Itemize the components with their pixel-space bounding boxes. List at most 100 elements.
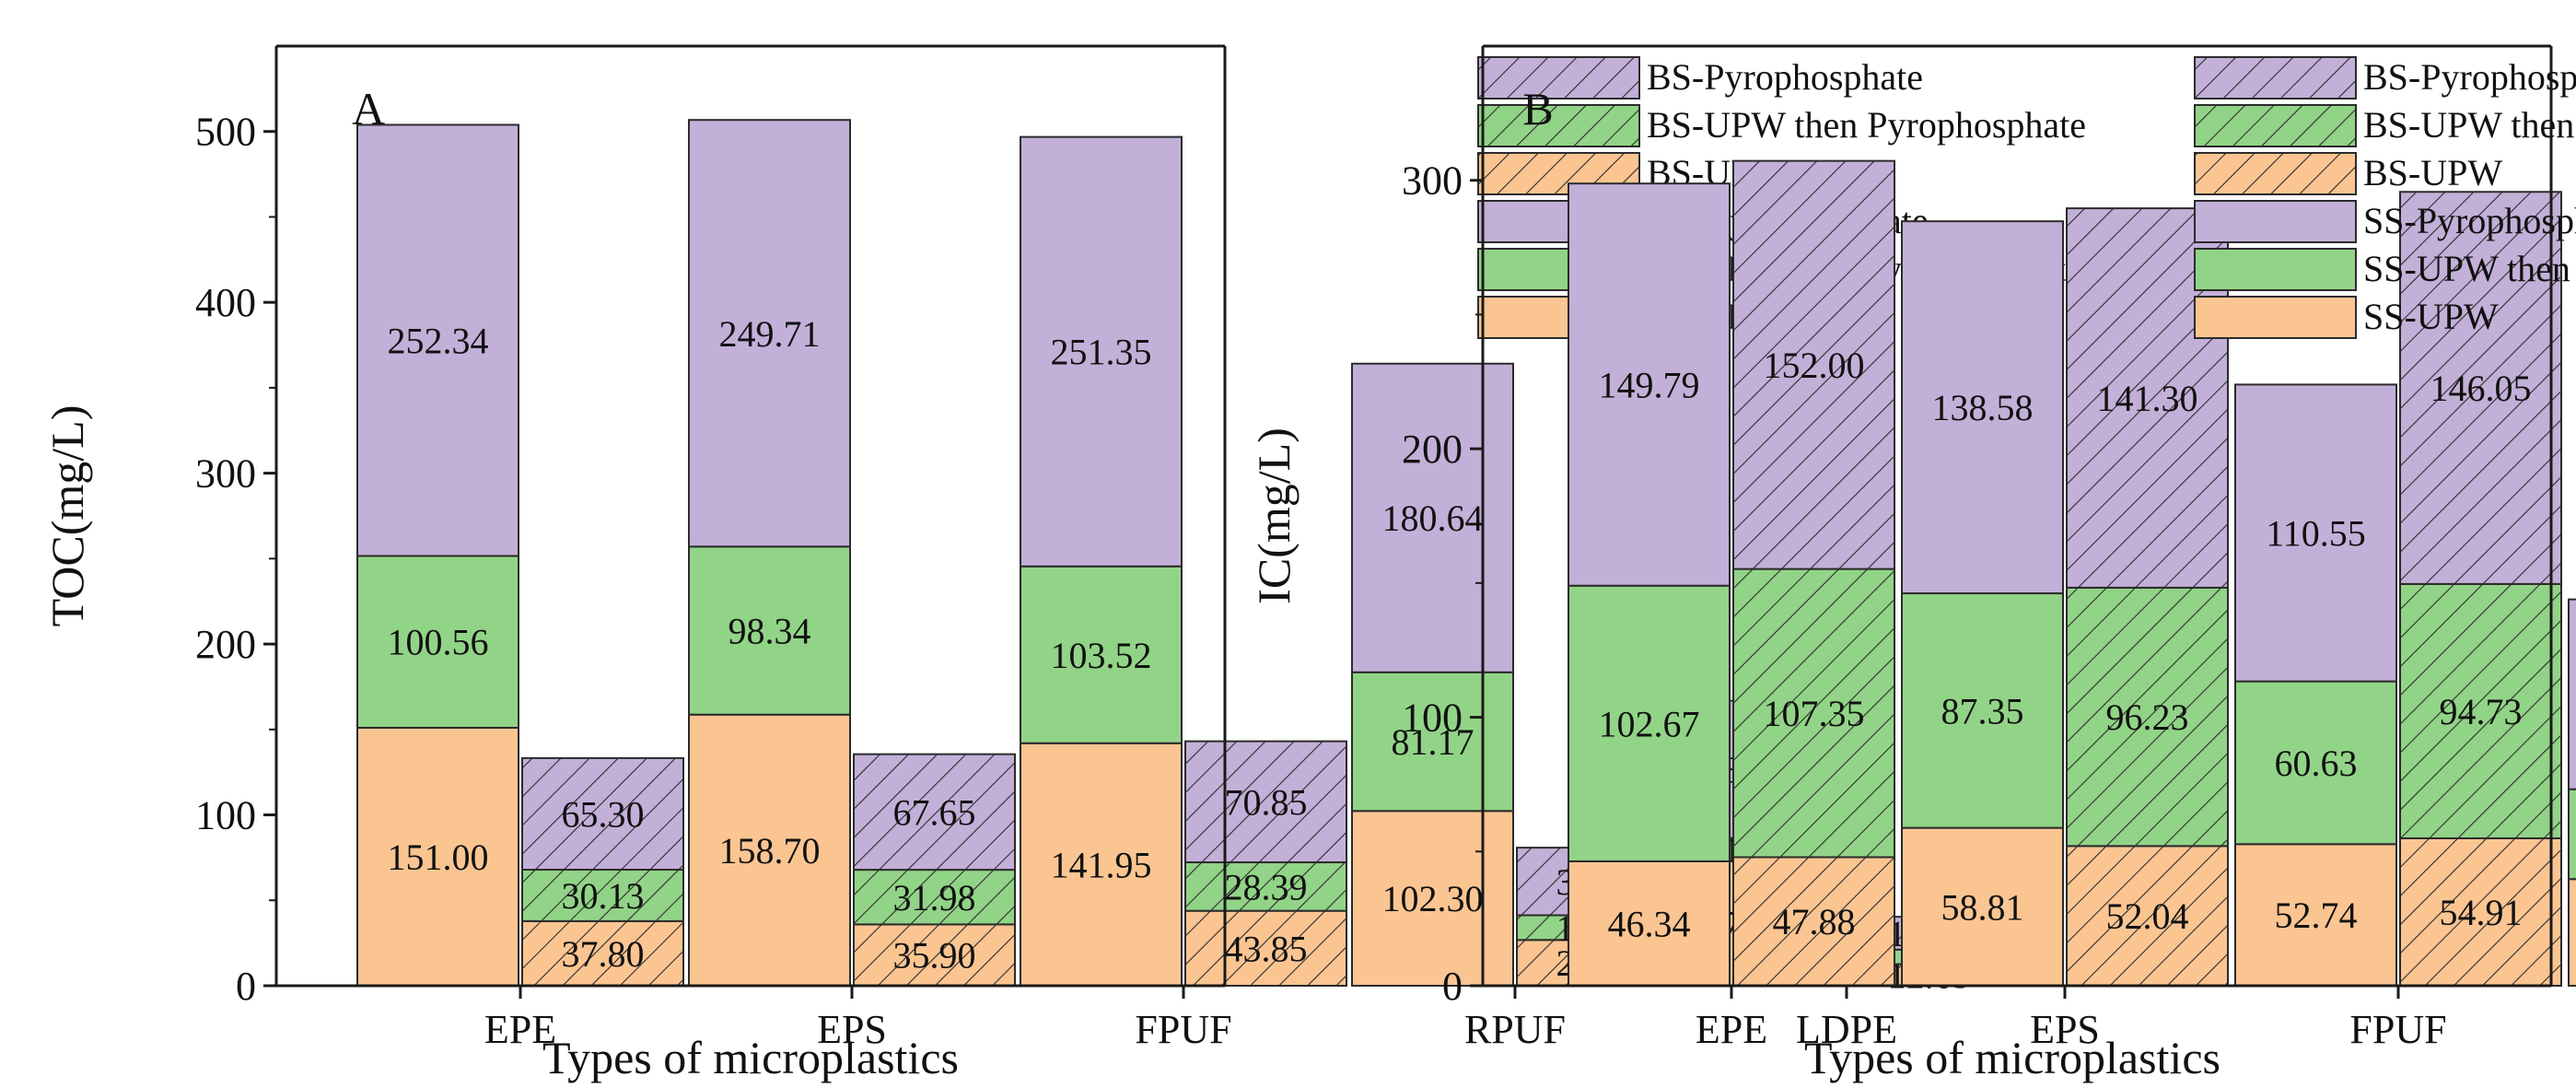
- bar-hatch-bs-bs-upw-then-pyrophosphate-fpuf: [1185, 862, 1346, 911]
- data-label: 37.80: [562, 933, 645, 975]
- data-label: 102.30: [1382, 878, 1484, 919]
- bar-segment-ss-ss-upw-then-pyrophosphate-rpuf: [1351, 671, 1514, 813]
- legend-swatch: [2194, 296, 2357, 339]
- data-label: 47.88: [1773, 901, 1856, 942]
- bar-segment-ss-ss-pyrophosphate-rpuf: [2568, 598, 2576, 790]
- data-label: 249.71: [719, 313, 821, 355]
- data-label: 141.30: [2097, 378, 2198, 419]
- y-tick-label: 0: [236, 964, 256, 1009]
- bar-segment-ss-ss-pyrophosphate-epe: [1568, 182, 1731, 587]
- legend-label: BS-Pyrophosphate: [2363, 56, 2576, 98]
- bar-hatch-bs-bs-upw-epe: [522, 920, 683, 986]
- bar-segment-ss-ss-upw-eps: [688, 713, 851, 988]
- y-tick-label: 0: [1442, 964, 1463, 1009]
- legend-label: BS-UPW then Pyrophosphate: [2363, 104, 2576, 146]
- bar-segment-ss-ss-upw-rpuf: [1351, 810, 1514, 988]
- data-label: 67.65: [893, 791, 976, 833]
- bar-segment-ss-ss-upw-fpuf: [2234, 843, 2397, 988]
- bar-segment-ss-ss-pyrophosphate-epe: [356, 123, 519, 557]
- x-axis-title: Types of microplastics: [1804, 1032, 2220, 1083]
- y-tick-label: 500: [195, 110, 256, 155]
- panel-letter: B: [1522, 83, 1553, 135]
- bar-hatch-bs-bs-upw-eps: [2067, 846, 2228, 986]
- x-axis-title: Types of microplastics: [542, 1032, 959, 1083]
- bar-hatch-bs-bs-upw-then-pyrophosphate-fpuf: [2400, 583, 2561, 838]
- x-tick-label-ldpe: LDPE: [1796, 1007, 1897, 1052]
- data-label: 100.56: [388, 622, 489, 663]
- data-label: 87.35: [1941, 690, 2024, 731]
- data-label: 60.63: [2275, 743, 2358, 784]
- bar-hatch-bs-bs-pyrophosphate-fpuf: [1185, 741, 1346, 863]
- data-label: 52.74: [2275, 895, 2358, 936]
- y-tick-label: 200: [1402, 427, 1463, 472]
- data-label: 102.67: [1599, 703, 1700, 744]
- data-label: 251.35: [1051, 332, 1152, 373]
- legend-label: BS-Pyrophosphate: [1647, 56, 1923, 98]
- data-label: 70.85: [1225, 781, 1308, 823]
- data-label: 96.23: [2106, 696, 2189, 738]
- data-label: 94.73: [2440, 691, 2523, 732]
- bar-segment-ss-ss-upw-then-pyrophosphate-epe: [1568, 584, 1731, 862]
- bar-segment-ss-ss-pyrophosphate-eps: [1901, 220, 2064, 595]
- bar-hatch-bs-bs-upw-then-pyrophosphate-epe: [1733, 568, 1894, 858]
- data-label: 31.98: [893, 877, 976, 918]
- data-label: 43.85: [1225, 928, 1308, 969]
- data-label: 152.00: [1764, 345, 1865, 386]
- data-label: 28.39: [1225, 866, 1308, 907]
- legend-swatch-hatch: [2195, 57, 2356, 99]
- legend-swatch-hatch: [2195, 105, 2356, 146]
- legend-label: SS-Pyrophosphate: [2363, 200, 2576, 241]
- legend-swatch-hatch: [1478, 57, 1639, 99]
- y-tick-label: 100: [195, 793, 256, 838]
- y-tick-label: 100: [1402, 696, 1463, 741]
- legend-swatch: [2194, 248, 2357, 291]
- data-label: 58.81: [1941, 886, 2024, 928]
- legend-swatch-hatch: [2195, 153, 2356, 194]
- legend-label: SS-UPW then Pyrophosphate: [2363, 248, 2576, 289]
- data-label: 98.34: [729, 610, 811, 651]
- bar-segment-ss-ss-upw-then-pyrophosphate-fpuf: [2234, 680, 2397, 846]
- data-label: 35.90: [893, 935, 976, 977]
- bar-segment-ss-ss-pyrophosphate-rpuf: [1351, 362, 1514, 673]
- data-label: 252.34: [388, 320, 489, 361]
- x-tick-label-fpuf: FPUF: [1135, 1007, 1231, 1052]
- bar-hatch-bs-bs-upw-epe: [1733, 857, 1894, 986]
- y-axis-title: TOC(mg/L): [41, 405, 93, 627]
- legend-swatch: [2194, 200, 2357, 243]
- bar-segment-ss-ss-upw-then-pyrophosphate-eps: [1901, 592, 2064, 829]
- bar-hatch-bs-bs-pyrophosphate-eps: [854, 754, 1015, 871]
- bar-segment-ss-ss-pyrophosphate-eps: [688, 119, 851, 548]
- x-tick-label-epe: EPE: [1696, 1007, 1767, 1052]
- legend-swatch-hatch: [1478, 105, 1639, 146]
- bar-hatch-bs-bs-pyrophosphate-epe: [522, 757, 683, 871]
- data-label: 180.64: [1382, 497, 1484, 539]
- bar-segment-ss-ss-upw-rpuf: [2568, 878, 2576, 988]
- bar-segment-ss-ss-pyrophosphate-fpuf: [2234, 383, 2397, 683]
- y-axis-title: IC(mg/L): [1248, 427, 1300, 604]
- data-label: 141.95: [1051, 844, 1152, 885]
- y-tick-label: 200: [195, 622, 256, 667]
- legend-label: BS-UPW: [2363, 152, 2502, 193]
- panel-b-ic-chart: 46.34 102.67 149.79 47.88 107.35 152.00 58.81 8…: [1248, 44, 2576, 1083]
- bar-hatch-bs-bs-pyrophosphate-epe: [1733, 160, 1894, 569]
- x-tick-label-eps: EPS: [817, 1007, 887, 1052]
- bar-segment-ss-ss-upw-then-pyrophosphate-eps: [688, 545, 851, 716]
- bar-hatch-bs-bs-upw-eps: [854, 924, 1015, 986]
- data-label: 110.55: [2266, 513, 2366, 555]
- data-label: 107.35: [1764, 693, 1865, 734]
- data-label: 158.70: [719, 830, 821, 872]
- data-label: 149.79: [1599, 364, 1700, 405]
- bar-segment-ss-ss-upw-eps: [1901, 826, 2064, 987]
- bar-segment-ss-ss-upw-then-pyrophosphate-rpuf: [2568, 788, 2576, 881]
- bar-hatch-bs-bs-upw-then-pyrophosphate-epe: [522, 870, 683, 921]
- bar-segment-ss-ss-upw-fpuf: [1020, 742, 1183, 987]
- bar-hatch-bs-bs-upw-fpuf: [2400, 837, 2561, 986]
- x-tick-label-rpuf: RPUF: [1464, 1007, 1566, 1052]
- data-label: 54.91: [2440, 892, 2523, 933]
- bar-hatch-bs-bs-pyrophosphate-fpuf: [2400, 192, 2561, 584]
- legend-label: SS-UPW: [2363, 296, 2499, 337]
- data-label: 52.04: [2106, 895, 2189, 937]
- bar-hatch-bs-bs-upw-fpuf: [1185, 910, 1346, 986]
- x-tick-label-epe: EPE: [484, 1007, 556, 1052]
